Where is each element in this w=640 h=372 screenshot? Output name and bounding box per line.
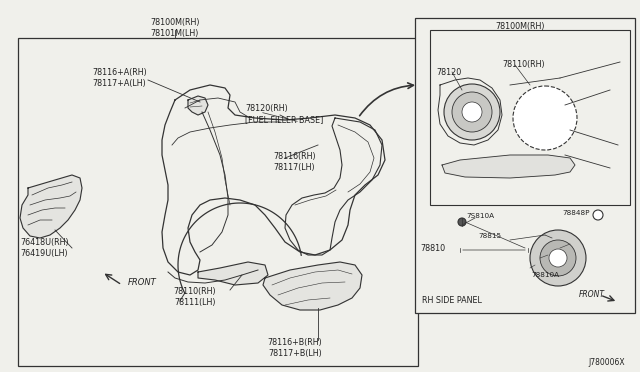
Circle shape <box>530 230 586 286</box>
Polygon shape <box>263 262 362 310</box>
Text: 78100M(RH)
78101M(LH): 78100M(RH) 78101M(LH) <box>150 18 200 38</box>
Text: 78110(RH)
78111(LH): 78110(RH) 78111(LH) <box>173 287 216 307</box>
Circle shape <box>540 240 576 276</box>
Text: 7S810A: 7S810A <box>466 213 494 219</box>
Text: 78116(RH)
78117(LH): 78116(RH) 78117(LH) <box>273 152 316 172</box>
Circle shape <box>549 249 567 267</box>
Circle shape <box>444 84 500 140</box>
Text: 78110(RH): 78110(RH) <box>502 60 545 69</box>
Text: 78815: 78815 <box>478 233 501 239</box>
Polygon shape <box>198 262 268 285</box>
Text: 78810: 78810 <box>420 244 445 253</box>
Circle shape <box>458 218 466 226</box>
Text: RH SIDE PANEL: RH SIDE PANEL <box>422 296 482 305</box>
Polygon shape <box>442 155 575 178</box>
Bar <box>18 38 418 366</box>
Text: 78120(RH)
[FUEL FILLER BASE]: 78120(RH) [FUEL FILLER BASE] <box>245 104 323 124</box>
Text: J780006X: J780006X <box>588 358 625 367</box>
Text: FRONT: FRONT <box>579 290 605 299</box>
Circle shape <box>593 210 603 220</box>
Polygon shape <box>188 96 208 115</box>
Text: 78848P: 78848P <box>562 210 589 216</box>
Text: 78120: 78120 <box>436 68 461 77</box>
Text: 78116+A(RH)
78117+A(LH): 78116+A(RH) 78117+A(LH) <box>92 68 147 88</box>
Text: 78810A: 78810A <box>531 272 559 278</box>
Circle shape <box>513 86 577 150</box>
Bar <box>430 30 630 205</box>
Text: FRONT: FRONT <box>128 278 157 287</box>
Bar <box>415 18 635 313</box>
Text: 78100M(RH): 78100M(RH) <box>495 22 545 31</box>
Text: 76418U(RH)
76419U(LH): 76418U(RH) 76419U(LH) <box>20 238 68 258</box>
Circle shape <box>462 102 482 122</box>
Text: 78116+B(RH)
78117+B(LH): 78116+B(RH) 78117+B(LH) <box>268 338 323 358</box>
Circle shape <box>452 92 492 132</box>
Polygon shape <box>20 175 82 238</box>
